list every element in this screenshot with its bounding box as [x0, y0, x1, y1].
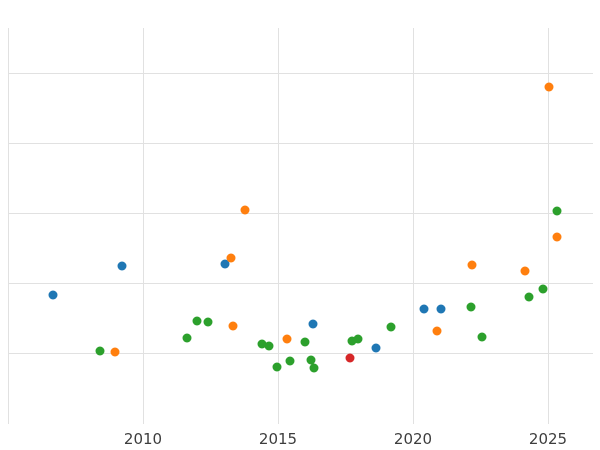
data-point-green	[272, 362, 282, 372]
data-point-green	[386, 322, 396, 332]
data-point-green	[309, 363, 319, 373]
data-point-orange	[110, 347, 120, 357]
data-point-green	[538, 284, 548, 294]
data-point-orange	[228, 321, 238, 331]
data-point-green	[285, 356, 295, 366]
data-point-blue	[436, 304, 446, 314]
data-point-green	[347, 336, 357, 346]
h-gridline	[8, 213, 593, 214]
data-point-red	[345, 353, 355, 363]
data-point-green	[182, 333, 192, 343]
data-point-orange	[467, 260, 477, 270]
data-point-green	[203, 317, 213, 327]
data-point-blue	[220, 259, 230, 269]
data-point-green	[257, 339, 267, 349]
h-gridline	[8, 143, 593, 144]
v-gridline	[143, 28, 144, 424]
h-gridline	[8, 73, 593, 74]
data-point-orange	[226, 253, 236, 263]
data-point-orange	[544, 82, 554, 92]
h-gridline	[8, 353, 593, 354]
data-point-orange	[552, 232, 562, 242]
data-point-orange	[432, 326, 442, 336]
x-tick-label: 2020	[393, 430, 433, 448]
x-tick-label: 2015	[258, 430, 298, 448]
data-point-blue	[371, 343, 381, 353]
data-point-green	[466, 302, 476, 312]
data-point-blue	[419, 304, 429, 314]
data-point-green	[300, 337, 310, 347]
data-point-blue	[117, 261, 127, 271]
data-point-green	[192, 316, 202, 326]
x-tick-label: 2010	[123, 430, 163, 448]
data-point-orange	[282, 334, 292, 344]
v-gridline	[8, 28, 9, 424]
v-gridline	[413, 28, 414, 424]
data-point-orange	[240, 205, 250, 215]
data-point-green	[524, 292, 534, 302]
data-point-orange	[520, 266, 530, 276]
data-point-blue	[308, 319, 318, 329]
data-point-green	[95, 346, 105, 356]
data-point-green	[477, 332, 487, 342]
v-gridline	[278, 28, 279, 424]
data-point-blue	[48, 290, 58, 300]
data-point-green	[264, 341, 274, 351]
data-point-green	[306, 355, 316, 365]
data-point-green	[552, 206, 562, 216]
h-gridline	[8, 283, 593, 284]
x-tick-label: 2025	[528, 430, 568, 448]
data-point-green	[353, 334, 363, 344]
v-gridline	[548, 28, 549, 424]
